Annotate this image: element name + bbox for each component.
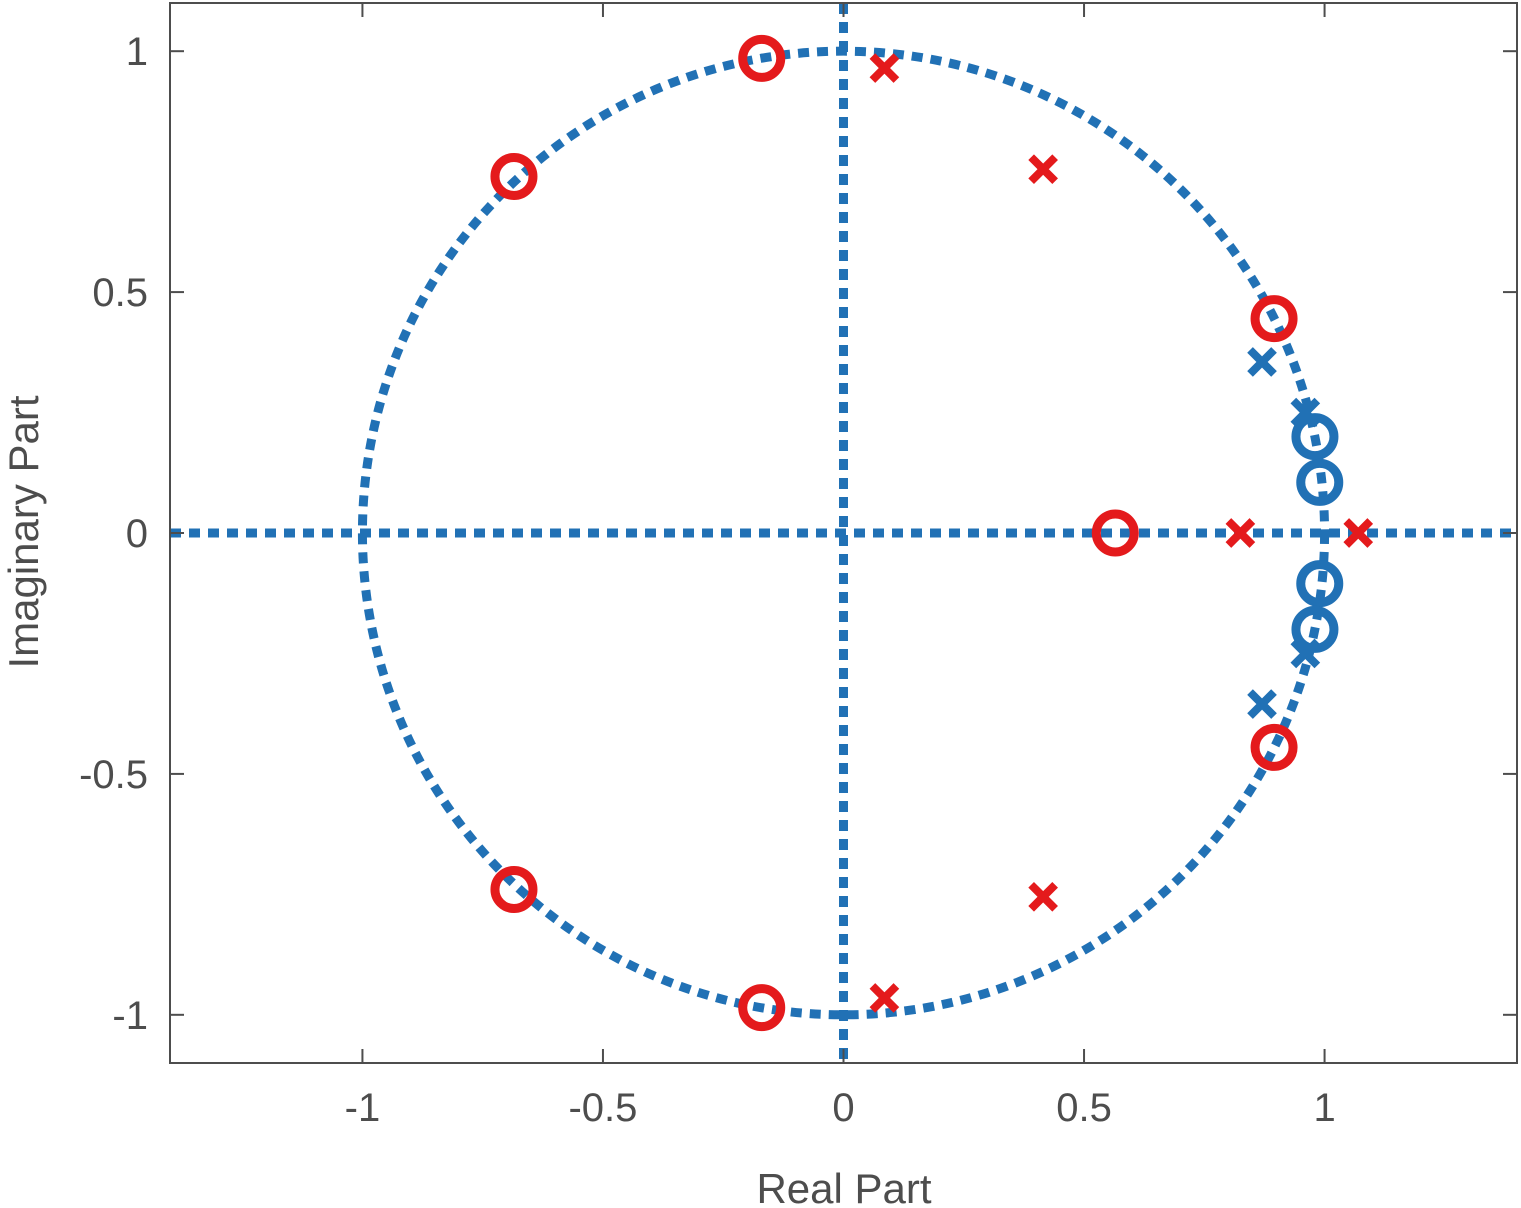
red-zero-marker-3 (1091, 509, 1139, 557)
red-pole-marker-3 (1343, 518, 1374, 548)
y-tick-label-2: 0 (126, 512, 148, 556)
y-tick-label-4: 1 (126, 30, 148, 74)
red-pole-marker-2 (1225, 518, 1256, 548)
red-pole-marker-4 (1028, 881, 1058, 912)
blue-pole-marker-2 (1290, 638, 1321, 669)
blue-zero-marker-2 (1296, 560, 1344, 608)
blue-pole-marker-1 (1290, 397, 1321, 428)
x-tick-label-1: -0.5 (568, 1086, 637, 1130)
y-axis-label: Imaginary Part (0, 395, 47, 668)
blue-pole-marker-3 (1247, 689, 1277, 719)
red-pole-marker-5 (869, 983, 900, 1013)
red-zero-marker-5 (490, 866, 538, 914)
x-tick-label-4: 1 (1313, 1086, 1335, 1130)
y-tick-label-3: 0.5 (92, 271, 148, 315)
red-zero-marker-4 (1250, 723, 1298, 771)
x-tick-label-3: 0.5 (1056, 1086, 1112, 1130)
red-pole-marker-0 (869, 53, 900, 83)
y-tick-label-0: -1 (112, 994, 148, 1038)
axes-frame (169, 2, 1518, 1064)
y-tick-label-1: -0.5 (79, 753, 148, 797)
x-tick-label-0: -1 (345, 1086, 381, 1130)
red-pole-marker-1 (1028, 154, 1058, 185)
x-tick-label-2: 0 (832, 1086, 854, 1130)
red-zero-marker-2 (1250, 295, 1298, 343)
pole-zero-markers (490, 34, 1374, 1032)
tick-labels: -1 -0.5 0 0.5 1 -1 -0.5 0 0.5 1 (79, 30, 1336, 1130)
red-zero-marker-6 (738, 984, 786, 1032)
red-zero-marker-0 (738, 34, 786, 82)
blue-pole-marker-0 (1247, 347, 1277, 377)
red-zero-marker-1 (490, 152, 538, 200)
reference-lines (170, 3, 1517, 1063)
blue-zero-marker-1 (1296, 458, 1344, 506)
x-axis-label: Real Part (756, 1165, 931, 1208)
